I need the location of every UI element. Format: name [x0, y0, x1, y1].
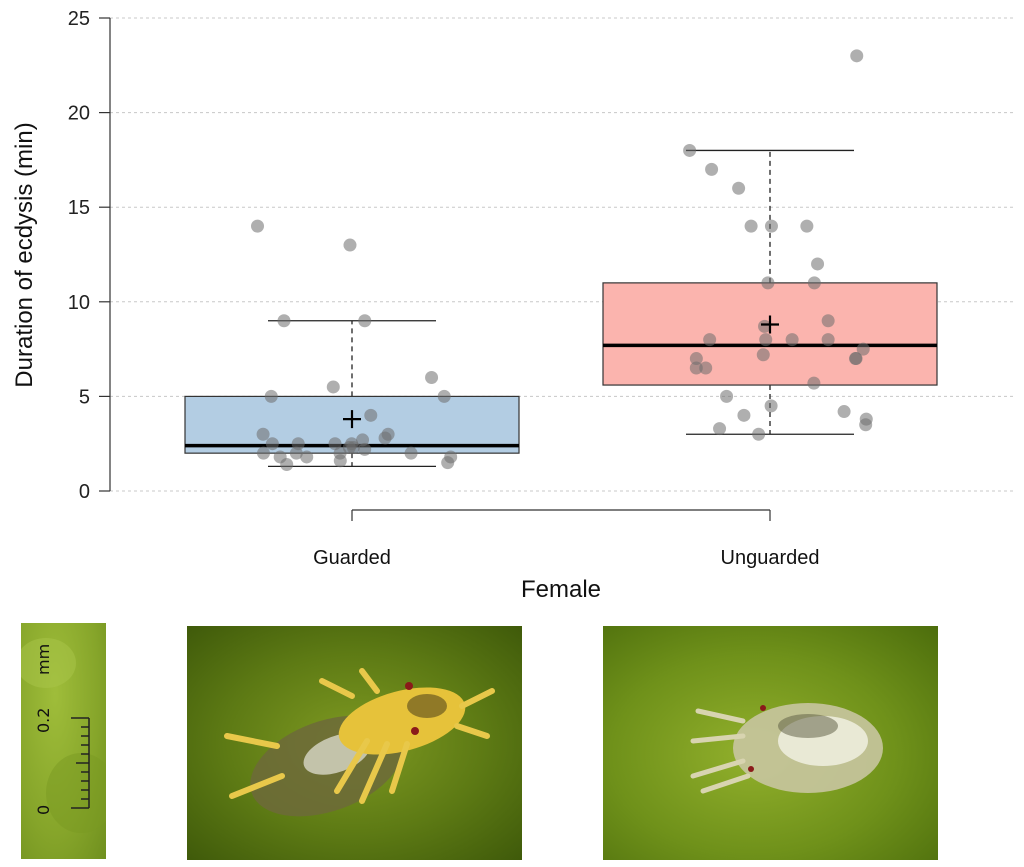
data-point	[811, 257, 825, 271]
y-axis-title: Duration of ecdysis (min)	[11, 122, 38, 387]
data-point	[381, 427, 395, 441]
data-point	[761, 276, 775, 290]
box-iqr	[602, 282, 938, 386]
scale-bar	[71, 717, 90, 809]
data-point	[277, 314, 291, 328]
data-point	[800, 219, 814, 233]
data-point	[720, 389, 734, 403]
data-point	[343, 238, 357, 252]
data-point	[441, 456, 455, 470]
y-tick-label: 5	[79, 386, 90, 408]
boxplot-chart: 0 5 10 15 20 25 Guarded Unguarded Duration of …	[11, 8, 1015, 603]
data-point	[807, 376, 821, 390]
data-point	[758, 319, 772, 333]
data-point	[264, 389, 278, 403]
data-point	[850, 49, 864, 63]
data-point	[265, 437, 279, 451]
data-point	[859, 418, 873, 432]
data-point	[256, 427, 270, 441]
box-unguarded	[602, 149, 938, 435]
data-point	[328, 437, 342, 451]
y-tick-label: 10	[68, 292, 90, 314]
data-point	[807, 276, 821, 290]
y-tick-label: 20	[68, 103, 90, 125]
data-point	[437, 389, 451, 403]
scale-bar-photo: 0.2 mm 0	[21, 623, 106, 859]
data-point	[333, 454, 347, 468]
y-axis: 0 5 10 15 20 25	[68, 8, 111, 503]
data-point	[821, 314, 835, 328]
data-point	[756, 348, 770, 362]
data-point	[280, 458, 294, 472]
data-point	[744, 219, 758, 233]
mean-marker	[343, 410, 361, 429]
y-tick-label: 25	[68, 8, 90, 30]
data-points	[251, 49, 873, 472]
data-point	[821, 333, 835, 347]
data-point	[300, 450, 314, 464]
x-axis-title: Female	[521, 576, 601, 603]
y-tick-label: 15	[68, 197, 90, 219]
x-category-label: Unguarded	[721, 547, 820, 569]
data-point	[326, 380, 340, 394]
mite-illustration-unguarded	[690, 703, 883, 794]
scale-unit: mm	[34, 644, 53, 675]
data-point	[705, 162, 719, 176]
data-point	[752, 427, 766, 441]
data-point	[837, 405, 851, 419]
unguarded-mite-photo	[603, 626, 938, 860]
data-point	[358, 314, 372, 328]
data-point	[849, 352, 863, 366]
data-point	[737, 408, 751, 422]
data-point	[689, 361, 703, 375]
data-point	[764, 399, 778, 413]
y-tick-label: 0	[79, 481, 90, 503]
data-point	[364, 408, 378, 422]
data-point	[699, 361, 713, 375]
data-point	[689, 352, 703, 366]
data-point	[251, 219, 265, 233]
mite-illustration-guarded	[224, 668, 495, 817]
scale-label-bottom: 0	[34, 805, 53, 815]
data-point	[289, 446, 303, 460]
boxes	[184, 149, 938, 468]
data-point	[404, 446, 418, 460]
data-point	[732, 181, 746, 195]
data-point	[342, 440, 356, 454]
data-point	[703, 333, 717, 347]
data-point	[256, 446, 270, 460]
data-point	[764, 219, 778, 233]
data-point	[356, 433, 370, 447]
data-point	[759, 333, 773, 347]
data-point	[425, 370, 439, 384]
data-point	[856, 342, 870, 356]
mean-marker	[761, 315, 779, 334]
scale-label-top: 0.2	[34, 708, 53, 733]
x-category-label: Guarded	[313, 547, 391, 569]
x-axis: Guarded Unguarded	[313, 509, 820, 569]
data-point	[683, 143, 697, 157]
data-point	[785, 333, 799, 347]
guarded-mite-photo	[187, 626, 522, 860]
data-point	[713, 422, 727, 436]
